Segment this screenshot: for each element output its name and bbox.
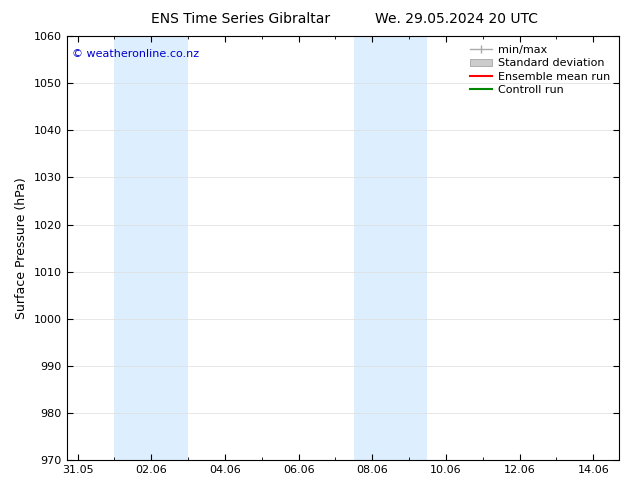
- Bar: [114, 36, 188, 460]
- Y-axis label: Surface Pressure (hPa): Surface Pressure (hPa): [15, 177, 28, 319]
- Legend: min/max, Standard deviation, Ensemble mean run, Controll run: min/max, Standard deviation, Ensemble me…: [467, 42, 614, 98]
- Text: ENS Time Series Gibraltar: ENS Time Series Gibraltar: [152, 12, 330, 26]
- Bar: [354, 36, 427, 460]
- Text: © weatheronline.co.nz: © weatheronline.co.nz: [72, 49, 199, 59]
- Text: We. 29.05.2024 20 UTC: We. 29.05.2024 20 UTC: [375, 12, 538, 26]
